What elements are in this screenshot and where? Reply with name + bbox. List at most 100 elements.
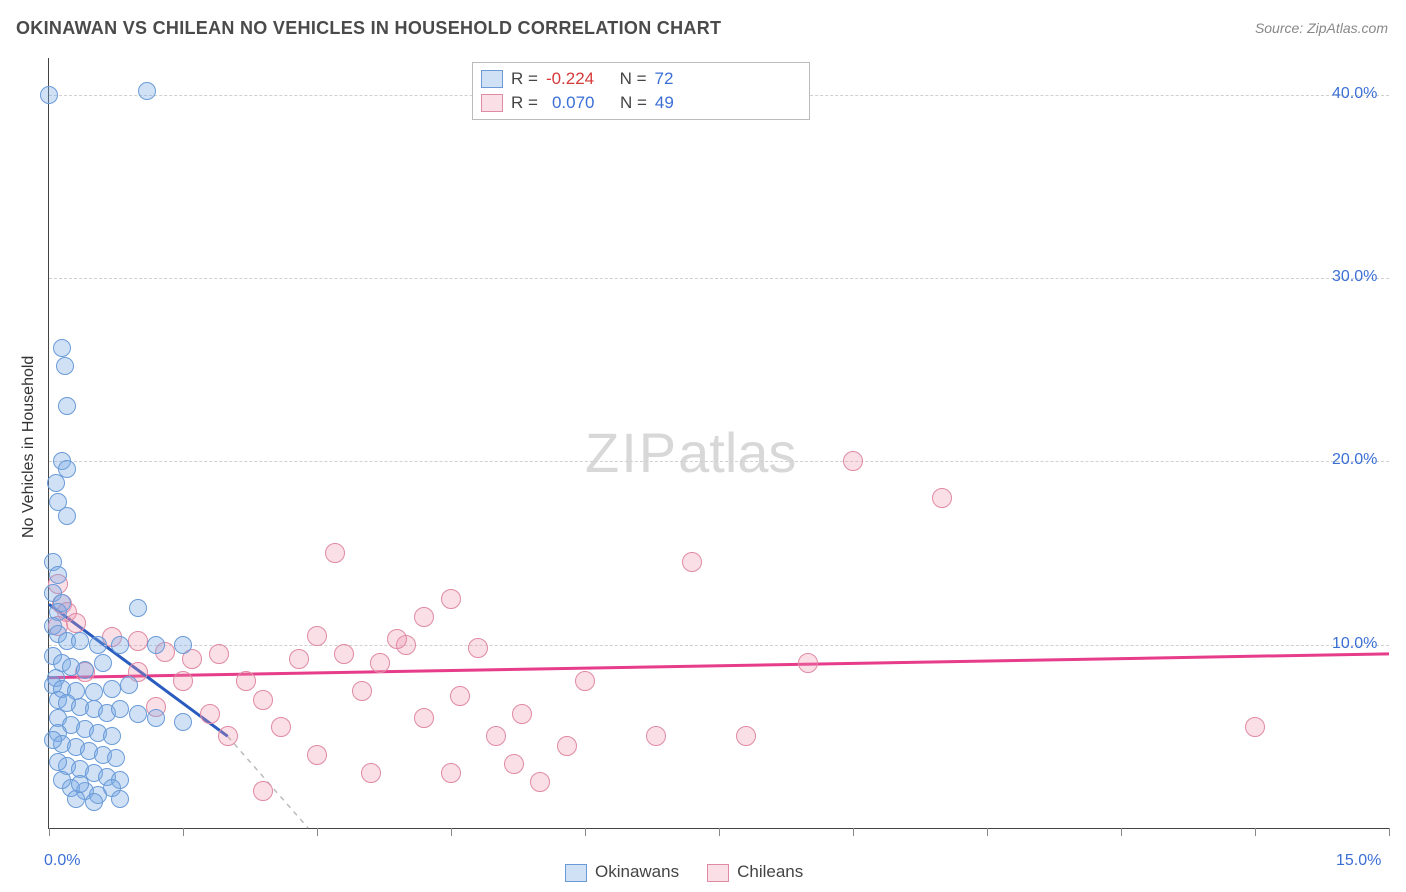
scatter-point: [575, 671, 595, 691]
x-tick-label: 15.0%: [1336, 852, 1381, 870]
scatter-point: [253, 781, 273, 801]
watermark: ZIPatlas: [585, 420, 796, 485]
y-tick-label: 20.0%: [1332, 451, 1377, 469]
scatter-point: [44, 731, 62, 749]
scatter-point: [932, 488, 952, 508]
scatter-point: [325, 543, 345, 563]
scatter-point: [111, 700, 129, 718]
stats-row-okinawans: R = -0.224 N = 72: [481, 67, 801, 91]
scatter-point: [441, 763, 461, 783]
scatter-point: [557, 736, 577, 756]
scatter-point: [53, 339, 71, 357]
scatter-point: [512, 704, 532, 724]
scatter-point: [289, 649, 309, 669]
y-tick-label: 30.0%: [1332, 268, 1377, 286]
x-tick-mark: [317, 828, 318, 836]
scatter-point: [370, 653, 390, 673]
scatter-point: [173, 671, 193, 691]
scatter-point: [71, 632, 89, 650]
r-value-okinawans: -0.224: [546, 69, 594, 89]
x-tick-mark: [1389, 828, 1390, 836]
scatter-point: [271, 717, 291, 737]
gridline: [49, 645, 1389, 646]
legend-swatch-okinawans: [565, 864, 587, 882]
scatter-point: [128, 631, 148, 651]
y-tick-label: 10.0%: [1332, 635, 1377, 653]
scatter-point: [120, 676, 138, 694]
legend-item-chileans: Chileans: [707, 862, 803, 882]
scatter-point: [49, 753, 67, 771]
scatter-point: [111, 790, 129, 808]
scatter-point: [71, 775, 89, 793]
scatter-point: [200, 704, 220, 724]
scatter-point: [147, 709, 165, 727]
scatter-point: [111, 636, 129, 654]
scatter-point: [103, 680, 121, 698]
scatter-point: [103, 727, 121, 745]
scatter-point: [682, 552, 702, 572]
plot-area: ZIPatlas: [48, 58, 1389, 829]
scatter-point: [843, 451, 863, 471]
x-tick-mark: [585, 828, 586, 836]
y-tick-label: 40.0%: [1332, 85, 1377, 103]
scatter-point: [58, 507, 76, 525]
scatter-point: [40, 86, 58, 104]
scatter-point: [94, 654, 112, 672]
scatter-point: [504, 754, 524, 774]
scatter-point: [53, 771, 71, 789]
scatter-point: [49, 566, 67, 584]
scatter-point: [798, 653, 818, 673]
scatter-point: [441, 589, 461, 609]
scatter-point: [218, 726, 238, 746]
x-tick-label: 0.0%: [44, 852, 80, 870]
scatter-point: [646, 726, 666, 746]
x-tick-mark: [183, 828, 184, 836]
scatter-point: [236, 671, 256, 691]
scatter-point: [387, 629, 407, 649]
r-value-chileans: 0.070: [546, 93, 595, 113]
x-tick-mark: [451, 828, 452, 836]
scatter-point: [450, 686, 470, 706]
scatter-point: [736, 726, 756, 746]
n-value-chileans: 49: [655, 93, 674, 113]
scatter-point: [174, 636, 192, 654]
legend-label-chileans: Chileans: [737, 862, 803, 881]
source-label: Source: ZipAtlas.com: [1255, 20, 1388, 36]
scatter-point: [352, 681, 372, 701]
scatter-point: [66, 613, 86, 633]
scatter-point: [334, 644, 354, 664]
scatter-point: [361, 763, 381, 783]
watermark-zip: ZIP: [585, 421, 678, 484]
x-tick-mark: [1255, 828, 1256, 836]
scatter-point: [1245, 717, 1265, 737]
legend-item-okinawans: Okinawans: [565, 862, 679, 882]
scatter-point: [307, 745, 327, 765]
x-tick-mark: [987, 828, 988, 836]
swatch-chileans: [481, 94, 503, 112]
scatter-point: [530, 772, 550, 792]
scatter-point: [138, 82, 156, 100]
scatter-point: [129, 599, 147, 617]
scatter-point: [209, 644, 229, 664]
scatter-point: [253, 690, 273, 710]
scatter-point: [129, 705, 147, 723]
legend-label-okinawans: Okinawans: [595, 862, 679, 881]
x-tick-mark: [719, 828, 720, 836]
scatter-point: [58, 397, 76, 415]
stats-row-chileans: R = 0.070 N = 49: [481, 91, 801, 115]
scatter-point: [107, 749, 125, 767]
gridline: [49, 461, 1389, 462]
scatter-point: [468, 638, 488, 658]
y-axis-label: No Vehicles in Household: [20, 356, 38, 538]
scatter-point: [76, 661, 94, 679]
scatter-point: [56, 357, 74, 375]
scatter-point: [85, 683, 103, 701]
scatter-point: [414, 708, 434, 728]
watermark-atlas: atlas: [678, 421, 796, 484]
scatter-point: [89, 636, 107, 654]
legend: Okinawans Chileans: [565, 862, 803, 882]
scatter-point: [85, 793, 103, 811]
scatter-point: [174, 713, 192, 731]
gridline: [49, 278, 1389, 279]
n-value-okinawans: 72: [655, 69, 674, 89]
